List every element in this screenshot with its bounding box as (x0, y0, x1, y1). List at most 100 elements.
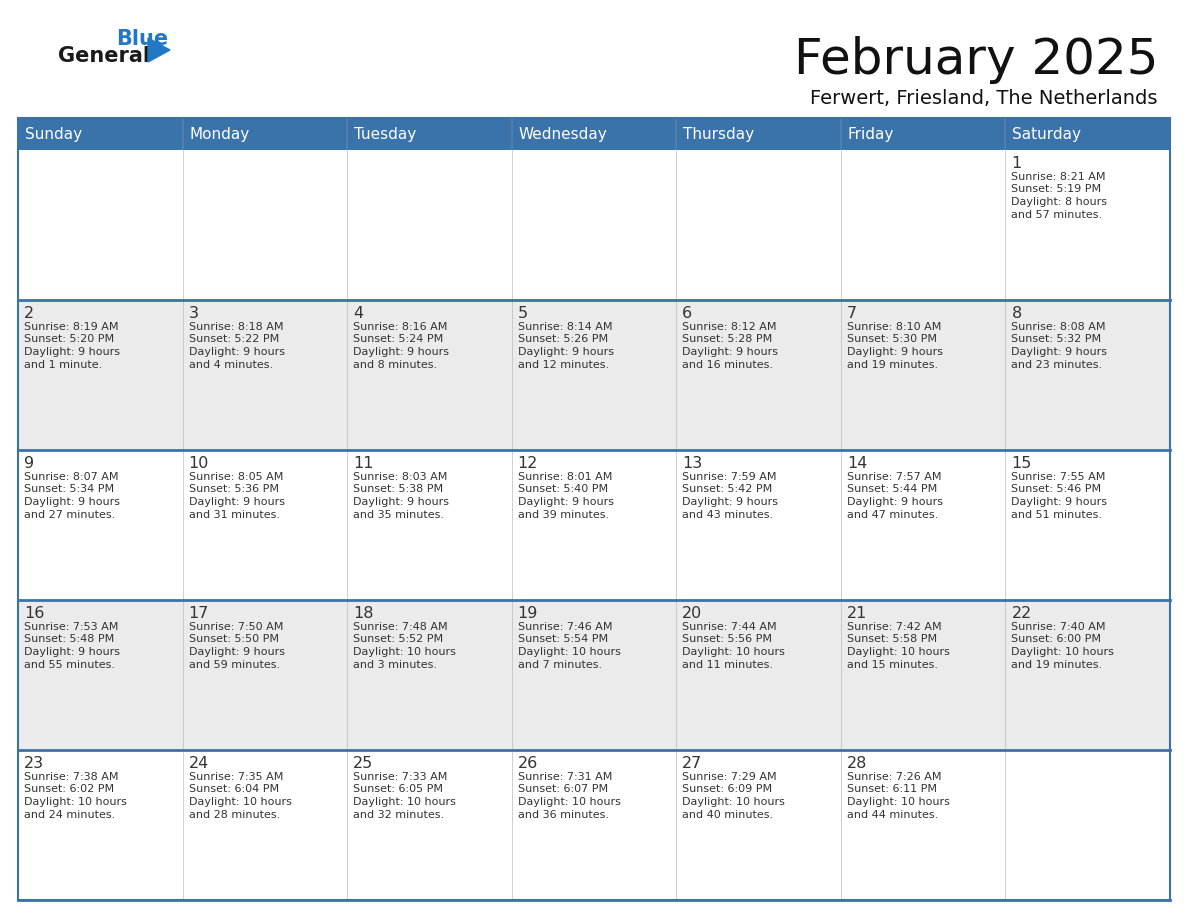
Text: Daylight: 9 hours: Daylight: 9 hours (189, 497, 285, 507)
Bar (18, 750, 183, 900)
Polygon shape (148, 38, 170, 62)
Text: 24: 24 (189, 756, 209, 771)
Text: Daylight: 9 hours: Daylight: 9 hours (518, 497, 614, 507)
Text: Sunset: 6:00 PM: Sunset: 6:00 PM (1011, 634, 1101, 644)
Bar (347, 118, 512, 150)
Text: Daylight: 8 hours: Daylight: 8 hours (1011, 197, 1107, 207)
Bar (347, 450, 512, 600)
Bar (18, 118, 1170, 900)
Text: Sunrise: 7:57 AM: Sunrise: 7:57 AM (847, 472, 941, 482)
Text: Sunrise: 7:40 AM: Sunrise: 7:40 AM (1011, 622, 1106, 632)
Text: Sunset: 5:48 PM: Sunset: 5:48 PM (24, 634, 114, 644)
Text: Daylight: 10 hours: Daylight: 10 hours (518, 797, 620, 807)
Text: Sunrise: 8:16 AM: Sunrise: 8:16 AM (353, 322, 448, 332)
Text: Sunday: Sunday (25, 127, 82, 141)
Bar (512, 600, 676, 750)
Bar (347, 750, 512, 900)
Text: 3: 3 (189, 306, 198, 321)
Bar (841, 118, 1005, 150)
Text: Daylight: 10 hours: Daylight: 10 hours (353, 647, 456, 657)
Text: 19: 19 (518, 606, 538, 621)
Text: Sunset: 5:46 PM: Sunset: 5:46 PM (1011, 485, 1101, 495)
Bar (18, 118, 183, 150)
Text: Sunset: 5:56 PM: Sunset: 5:56 PM (682, 634, 772, 644)
Text: and 3 minutes.: and 3 minutes. (353, 659, 437, 669)
Text: and 36 minutes.: and 36 minutes. (518, 810, 608, 820)
Bar (1005, 118, 1170, 150)
Text: 2: 2 (24, 306, 34, 321)
Text: Sunrise: 8:14 AM: Sunrise: 8:14 AM (518, 322, 612, 332)
Bar (347, 300, 512, 450)
Text: Daylight: 9 hours: Daylight: 9 hours (682, 497, 778, 507)
Bar (183, 600, 347, 750)
Text: and 8 minutes.: and 8 minutes. (353, 360, 437, 370)
Text: Daylight: 9 hours: Daylight: 9 hours (189, 347, 285, 357)
Text: Daylight: 9 hours: Daylight: 9 hours (847, 497, 943, 507)
Text: Sunset: 5:50 PM: Sunset: 5:50 PM (189, 634, 278, 644)
Bar (676, 450, 841, 600)
Text: Sunrise: 7:31 AM: Sunrise: 7:31 AM (518, 772, 612, 782)
Bar (841, 750, 1005, 900)
Text: Daylight: 10 hours: Daylight: 10 hours (518, 647, 620, 657)
Bar (676, 600, 841, 750)
Text: Sunrise: 8:05 AM: Sunrise: 8:05 AM (189, 472, 283, 482)
Bar (1005, 300, 1170, 450)
Text: Sunrise: 8:18 AM: Sunrise: 8:18 AM (189, 322, 283, 332)
Bar (841, 600, 1005, 750)
Bar (512, 450, 676, 600)
Text: Sunrise: 8:03 AM: Sunrise: 8:03 AM (353, 472, 448, 482)
Text: Sunrise: 7:29 AM: Sunrise: 7:29 AM (682, 772, 777, 782)
Text: Daylight: 9 hours: Daylight: 9 hours (518, 347, 614, 357)
Text: and 43 minutes.: and 43 minutes. (682, 509, 773, 520)
Text: 22: 22 (1011, 606, 1031, 621)
Bar (512, 750, 676, 900)
Text: 16: 16 (24, 606, 44, 621)
Text: and 39 minutes.: and 39 minutes. (518, 509, 608, 520)
Bar (347, 150, 512, 300)
Text: and 40 minutes.: and 40 minutes. (682, 810, 773, 820)
Bar (676, 150, 841, 300)
Text: Sunset: 5:20 PM: Sunset: 5:20 PM (24, 334, 114, 344)
Bar (18, 600, 183, 750)
Text: 4: 4 (353, 306, 364, 321)
Bar (841, 450, 1005, 600)
Text: Sunset: 5:30 PM: Sunset: 5:30 PM (847, 334, 937, 344)
Bar (183, 300, 347, 450)
Text: 10: 10 (189, 456, 209, 471)
Text: Daylight: 10 hours: Daylight: 10 hours (682, 647, 785, 657)
Text: Sunset: 6:04 PM: Sunset: 6:04 PM (189, 785, 279, 794)
Text: 28: 28 (847, 756, 867, 771)
Text: Friday: Friday (848, 127, 895, 141)
Text: Daylight: 9 hours: Daylight: 9 hours (1011, 497, 1107, 507)
Bar (1005, 750, 1170, 900)
Text: and 51 minutes.: and 51 minutes. (1011, 509, 1102, 520)
Text: Blue: Blue (116, 29, 169, 49)
Text: Sunset: 5:19 PM: Sunset: 5:19 PM (1011, 185, 1101, 195)
Text: 6: 6 (682, 306, 693, 321)
Text: 23: 23 (24, 756, 44, 771)
Text: 27: 27 (682, 756, 702, 771)
Text: February 2025: February 2025 (794, 36, 1158, 84)
Bar (512, 150, 676, 300)
Text: and 59 minutes.: and 59 minutes. (189, 659, 279, 669)
Text: 21: 21 (847, 606, 867, 621)
Text: Sunset: 5:22 PM: Sunset: 5:22 PM (189, 334, 279, 344)
Text: and 11 minutes.: and 11 minutes. (682, 659, 773, 669)
Text: Sunset: 5:24 PM: Sunset: 5:24 PM (353, 334, 443, 344)
Bar (1005, 450, 1170, 600)
Text: Sunset: 6:09 PM: Sunset: 6:09 PM (682, 785, 772, 794)
Text: Daylight: 10 hours: Daylight: 10 hours (353, 797, 456, 807)
Text: 18: 18 (353, 606, 374, 621)
Bar (18, 150, 183, 300)
Text: Daylight: 9 hours: Daylight: 9 hours (24, 497, 120, 507)
Bar (1005, 150, 1170, 300)
Text: Daylight: 10 hours: Daylight: 10 hours (847, 647, 949, 657)
Text: Sunset: 5:54 PM: Sunset: 5:54 PM (518, 634, 608, 644)
Text: Daylight: 9 hours: Daylight: 9 hours (847, 347, 943, 357)
Text: Sunrise: 8:08 AM: Sunrise: 8:08 AM (1011, 322, 1106, 332)
Text: Sunset: 5:44 PM: Sunset: 5:44 PM (847, 485, 937, 495)
Text: Daylight: 10 hours: Daylight: 10 hours (24, 797, 127, 807)
Text: and 47 minutes.: and 47 minutes. (847, 509, 939, 520)
Text: 14: 14 (847, 456, 867, 471)
Text: Daylight: 9 hours: Daylight: 9 hours (189, 647, 285, 657)
